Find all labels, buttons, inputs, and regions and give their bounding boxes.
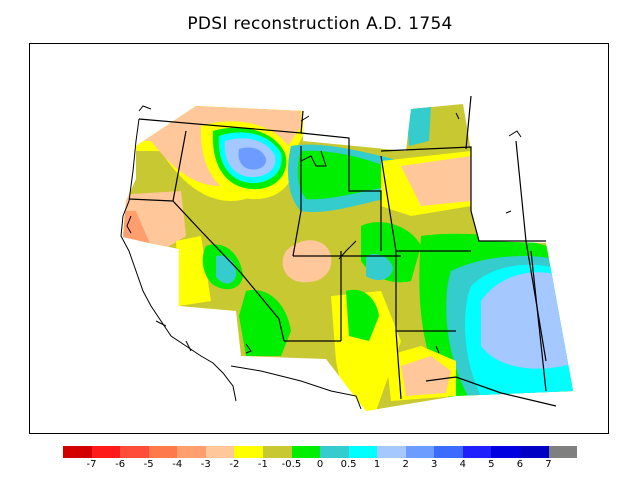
legend-tick-label: 2: [402, 459, 409, 470]
legend-swatch: [120, 446, 149, 458]
legend-swatch: [63, 446, 92, 458]
field-sw-yellow: [176, 236, 211, 306]
lake-nd: [455, 112, 460, 120]
lake-ne: [508, 130, 522, 138]
legend-swatch: [148, 446, 178, 458]
legend-tick-label: 7: [545, 459, 552, 470]
map-title: PDSI reconstruction A.D. 1754: [187, 14, 453, 34]
border-north-plains: [380, 146, 472, 211]
field-tx-peach: [401, 356, 451, 396]
legend-swatch: [491, 446, 520, 458]
legend-swatch: [548, 446, 578, 458]
legend-tick-label: 6: [516, 459, 524, 470]
border-wy: [348, 151, 382, 251]
legend-swatch: [434, 446, 463, 458]
legend-tick-label: -4: [172, 459, 183, 470]
legend-tick-label: -1: [257, 459, 268, 470]
border-ne-vertical: [465, 95, 472, 150]
yellowstone-lake: [300, 150, 327, 167]
border-tx-gulf: [425, 376, 557, 407]
border-far-east: [515, 140, 547, 362]
field-east-lightblue: [481, 272, 573, 369]
legend-swatch: [91, 446, 121, 458]
legend-swatch: [320, 446, 349, 458]
border-east: [470, 210, 546, 242]
lake-east: [505, 210, 512, 214]
lake-mt: [300, 115, 310, 122]
map-panel: [29, 43, 609, 434]
legend-swatch: [377, 446, 406, 458]
island-nw: [138, 105, 152, 112]
field-wy-green: [297, 150, 393, 200]
legend-swatch: [462, 446, 492, 458]
border-la: [530, 250, 547, 392]
field-nm-green: [346, 289, 379, 341]
legend-tick-label: -5: [143, 459, 154, 470]
legend-swatch: [234, 446, 263, 458]
great-salt-lake: [338, 240, 357, 260]
field-co-teal: [366, 254, 393, 281]
legend-tick-label: -0.5: [281, 459, 302, 470]
border-id-ut: [292, 146, 302, 257]
border-ca-nv: [172, 130, 285, 342]
field-ne-teal: [406, 106, 431, 146]
gulf-of-california: [230, 365, 362, 410]
pacific-coast: [120, 118, 237, 402]
legend-tick-label: 5: [488, 459, 495, 470]
legend-swatch: [405, 446, 435, 458]
legend-tick-label: 0: [316, 459, 324, 470]
channel-island: [155, 320, 167, 327]
border-nm-tx: [380, 155, 402, 400]
color-scale-bar: [63, 446, 578, 458]
legend-swatch: [520, 446, 549, 458]
field-west-orange: [123, 211, 151, 246]
legend-tick-label: -7: [86, 459, 97, 470]
sf-bay: [126, 215, 132, 234]
pdsi-map: [120, 95, 573, 411]
legend-tick-label: 4: [459, 459, 466, 470]
state-boundaries: [128, 95, 557, 407]
legend-swatch: [291, 446, 321, 458]
legend-tick-label: -2: [229, 459, 240, 470]
legend-tick-label: -3: [200, 459, 211, 470]
legend-swatch: [177, 446, 206, 458]
border-canada-mid: [300, 132, 350, 151]
legend-tick-label: 3: [431, 459, 438, 470]
salton-sea: [245, 343, 252, 354]
color-scale-labels: -7 -6 -5 -4 -3 -2 -1 -0.5 0 0.5 1 2 3 4 5 6 7: [0, 458, 640, 474]
field-center-peach: [282, 240, 332, 283]
legend-swatch: [262, 446, 292, 458]
border-or-ca: [128, 198, 174, 202]
field-ne-peach: [401, 156, 471, 206]
legend-swatch: [205, 446, 235, 458]
field-az-green: [239, 290, 291, 356]
legend-tick-label: 1: [373, 459, 381, 470]
coastlines: [120, 105, 522, 410]
legend-tick-label: -6: [115, 459, 126, 470]
field-ring-blue: [238, 147, 267, 170]
legend-swatch: [348, 446, 378, 458]
reservoir-ok: [435, 345, 440, 354]
field-west-peach: [123, 191, 186, 251]
legend-tick-label: 0.5: [340, 459, 357, 470]
island-sw: [185, 340, 192, 352]
